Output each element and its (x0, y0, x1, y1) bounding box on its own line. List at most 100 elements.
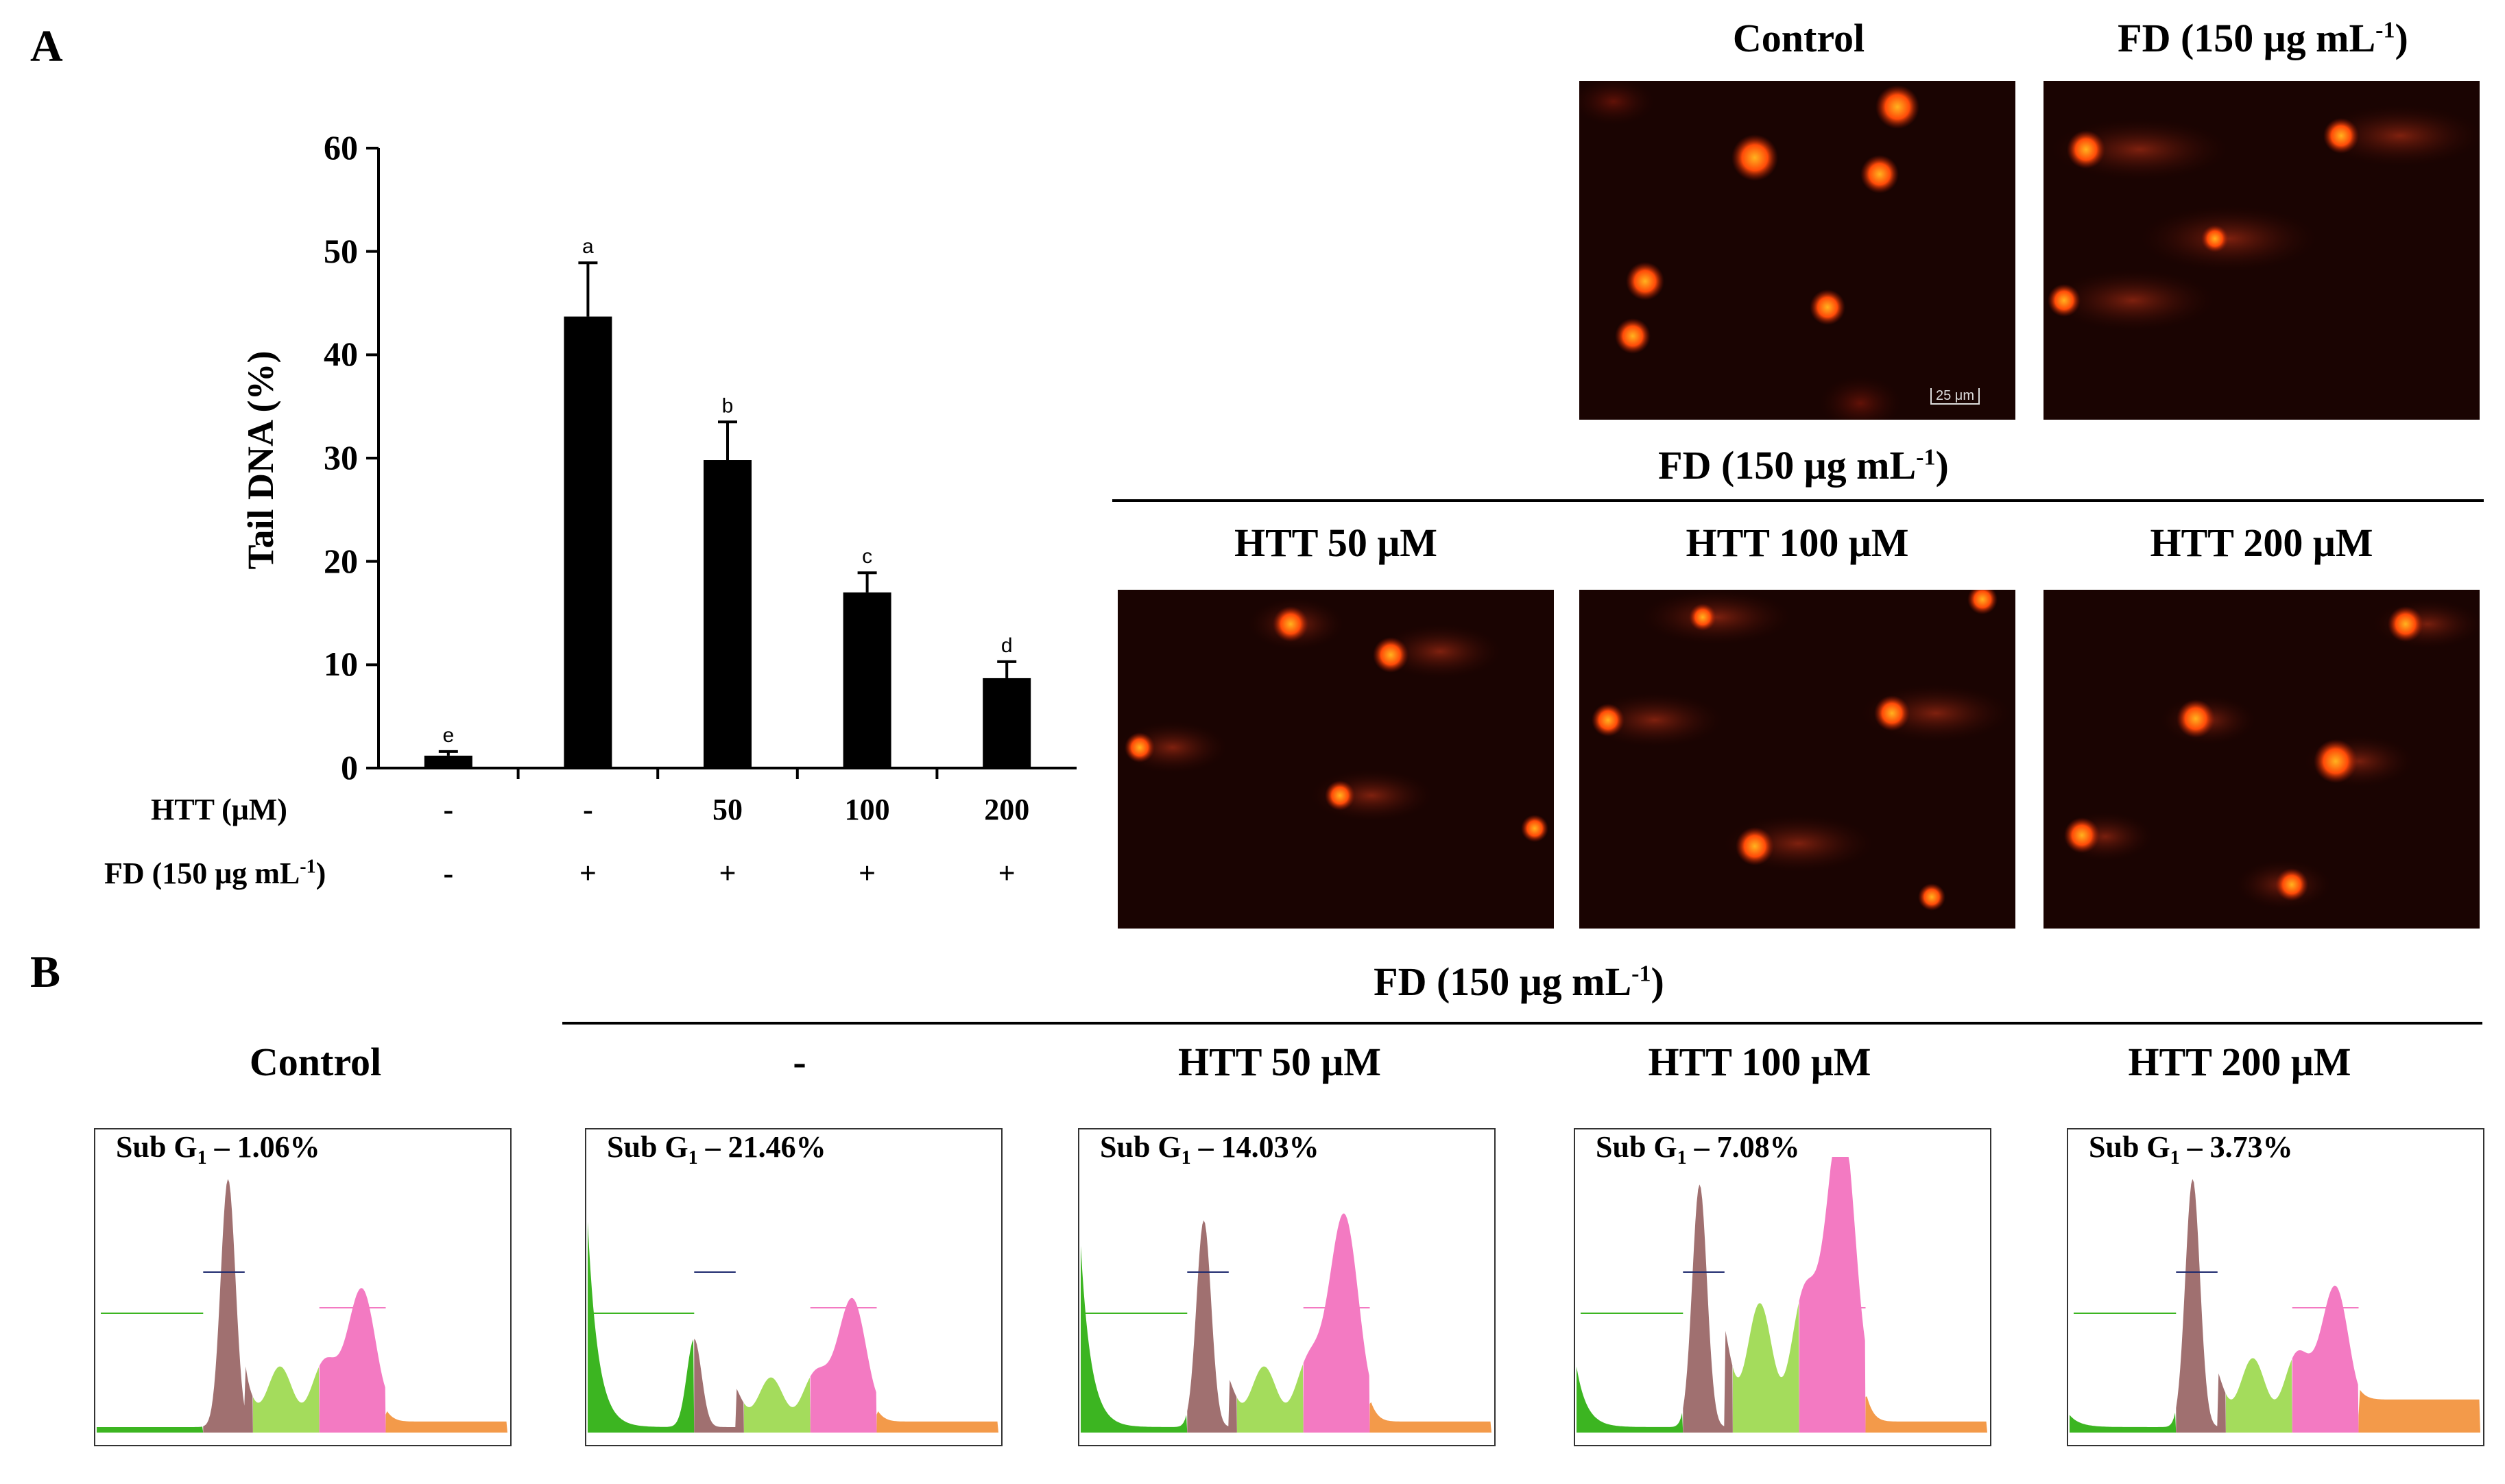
comet-title-fd: FD (150 μg mL-1) (2118, 16, 2408, 60)
comet-group-header: FD (150 μg mL-1) (1658, 443, 1949, 488)
y-tick-label: 30 (324, 438, 358, 477)
flow-histogram-svg (2070, 1179, 2480, 1433)
tail-region (1865, 1396, 1987, 1433)
bar (564, 316, 612, 768)
flow-histogram: Sub G1 – 14.03% (1078, 1128, 1496, 1446)
subg1-percentage-label: Sub G1 – 3.73% (2089, 1130, 2293, 1169)
comet-title-control: Control (1732, 16, 1865, 60)
comet-group-rule (1112, 499, 2484, 502)
flow-title: HTT 50 μM (1177, 1040, 1382, 1084)
htt-condition-value: 50 (712, 793, 743, 826)
tail-dna-bar-chart: e a b c d Tail DNA (%) 0 10 20 30 40 50 60 - - - +50 +… (0, 0, 1097, 926)
g1-region (1187, 1220, 1237, 1433)
flow-histogram: Sub G1 – 21.46% (585, 1128, 1003, 1446)
comet-image-htt100 (1579, 590, 2015, 929)
flow-frame-top (95, 1128, 510, 1129)
y-tick-label: 50 (324, 231, 358, 270)
subg1-percentage-label: Sub G1 – 1.06% (116, 1130, 320, 1169)
s-region (743, 1377, 811, 1433)
flow-title: HTT 100 μM (1648, 1040, 1871, 1084)
flow-frame-top (586, 1128, 1001, 1129)
s-region (1732, 1303, 1799, 1433)
comet-image-htt200 (2043, 590, 2480, 929)
fd-condition-label: FD (150 μg mL-1) (104, 856, 326, 890)
flow-histogram: Sub G1 – 3.73% (2067, 1128, 2484, 1446)
flow-histogram: Sub G1 – 7.08% (1574, 1128, 1991, 1446)
flow-frame-top (1079, 1128, 1494, 1129)
comet-control-svg (1579, 81, 1919, 420)
panel-label-a: A (30, 21, 63, 71)
flow-frame-top (1575, 1128, 1990, 1129)
tail-region (876, 1411, 998, 1433)
fd-condition-value: - (443, 857, 454, 890)
subg1-region (2070, 1412, 2177, 1433)
comet-htt100-svg (1586, 590, 2011, 911)
htt-condition-value: - (443, 793, 454, 826)
comet-image-fd (2043, 81, 2480, 420)
htt-condition-label: HTT (μM) (151, 793, 287, 826)
subg1-region (97, 1426, 204, 1433)
bar (424, 755, 472, 768)
flow-frame-top (2068, 1128, 2483, 1129)
comet-fd-svg (2048, 105, 2480, 331)
flow-group-header: FD (150 μg mL-1) (1374, 959, 1664, 1004)
bar (983, 678, 1031, 768)
g2m-region (319, 1288, 386, 1433)
tail-region (2358, 1389, 2480, 1433)
comet-title-htt100: HTT 100 μM (1686, 520, 1909, 565)
comet-image-htt50 (1118, 590, 1554, 929)
flow-histogram-svg (97, 1179, 507, 1433)
y-tick-label: 10 (324, 645, 358, 684)
y-tick-label: 60 (324, 128, 358, 167)
fd-condition-value: + (719, 857, 736, 890)
subg1-percentage-label: Sub G1 – 21.46% (607, 1130, 826, 1169)
significance-letter: a (582, 235, 594, 258)
htt-condition-value: - (583, 793, 593, 826)
s-region (252, 1366, 320, 1433)
subg1-region (588, 1221, 695, 1433)
g2m-region (810, 1297, 877, 1433)
g2m-region (2292, 1285, 2359, 1433)
flow-histogram-svg (588, 1221, 998, 1433)
comet-htt50-svg (1118, 598, 1548, 842)
g1-region (1683, 1184, 1733, 1433)
bar (843, 592, 891, 768)
significance-letter: b (722, 394, 734, 417)
g1-region (694, 1339, 744, 1433)
significance-letter: e (442, 724, 454, 747)
flow-title: - (793, 1040, 806, 1084)
s-region (1236, 1364, 1304, 1433)
tail-region (1369, 1402, 1491, 1433)
subg1-region (1577, 1366, 1683, 1433)
panel-label-b: B (30, 947, 61, 997)
subg1-region (1081, 1245, 1188, 1433)
flow-title: Control (249, 1040, 382, 1084)
htt-condition-value: 100 (844, 793, 890, 826)
g2m-region (1303, 1213, 1370, 1433)
flow-group-rule (562, 1022, 2482, 1025)
comet-htt200-svg (2057, 599, 2480, 909)
flow-histogram-svg (1577, 1157, 1987, 1433)
significance-letter: d (1001, 634, 1013, 657)
g2m-region (1799, 1157, 1866, 1433)
subg1-percentage-label: Sub G1 – 7.08% (1596, 1130, 1800, 1169)
subg1-percentage-label: Sub G1 – 14.03% (1100, 1130, 1319, 1169)
g1-region (203, 1179, 253, 1433)
g1-region (2176, 1179, 2226, 1433)
y-tick-label: 40 (324, 335, 358, 374)
comet-title-htt50: HTT 50 μM (1234, 520, 1438, 565)
comet-image-control: 25 μm (1579, 81, 2015, 420)
scale-bar: 25 μm (1930, 388, 1980, 405)
tail-region (385, 1411, 507, 1433)
fd-condition-value: + (998, 857, 1016, 890)
bar-chart-svg: e a b c d (366, 147, 1077, 779)
flow-histogram-svg (1081, 1213, 1491, 1433)
flow-title: HTT 200 μM (2128, 1040, 2351, 1084)
comet-title-htt200: HTT 200 μM (2150, 520, 2373, 565)
y-tick-label: 0 (341, 748, 358, 787)
htt-condition-value: 200 (984, 793, 1030, 826)
y-axis-label: Tail DNA (%) (240, 350, 281, 570)
y-tick-label: 20 (324, 541, 358, 580)
bar (704, 460, 752, 768)
fd-condition-value: + (859, 857, 876, 890)
